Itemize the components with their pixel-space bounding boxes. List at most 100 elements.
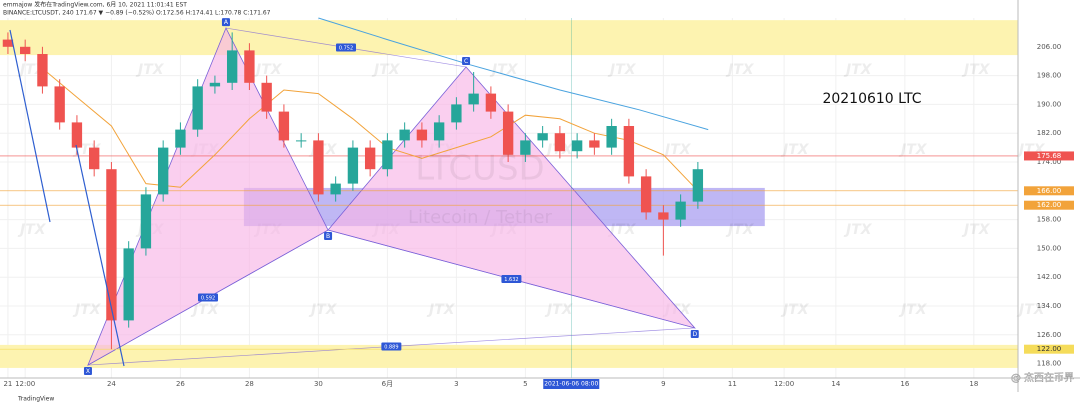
- zone: [0, 20, 1018, 56]
- point-label: C: [464, 58, 468, 65]
- candle-body: [313, 140, 324, 195]
- x-tick-label: 30: [314, 380, 323, 388]
- trend-line: [75, 144, 125, 367]
- candle-body: [589, 140, 600, 148]
- candle-body: [106, 169, 117, 321]
- candle-body: [37, 54, 48, 87]
- candle-body: [54, 86, 65, 123]
- header-line: BINANCE:LTCUSDT, 240 171.67 ▼ −0.89 (−0.…: [3, 10, 271, 17]
- y-tick-label: 174.00: [1037, 158, 1062, 166]
- candle-body: [295, 140, 307, 142]
- candle-body: [399, 129, 410, 141]
- point-label: X: [86, 368, 90, 375]
- candle-body: [433, 122, 445, 141]
- candle-body: [468, 93, 479, 105]
- candle-body: [330, 183, 341, 195]
- x-tick-label: 12:00: [774, 380, 794, 388]
- brand-watermark: JTX: [843, 62, 873, 78]
- ratio-label: 0.592: [201, 296, 215, 302]
- y-tick-label: 118.00: [1037, 360, 1062, 368]
- brand-watermark: JTX: [961, 62, 991, 78]
- candle-body: [658, 212, 669, 220]
- y-tick-label: 206.00: [1037, 43, 1062, 51]
- candle-body: [244, 50, 255, 83]
- candle-body: [192, 86, 203, 130]
- candle-body: [520, 140, 531, 155]
- x-tick-label: 21: [3, 380, 12, 388]
- candle-body: [157, 147, 169, 195]
- x-tick-label: 16: [900, 380, 909, 388]
- ratio-label: 0.889: [384, 345, 398, 351]
- ratio-box: [501, 275, 522, 283]
- point-box: [83, 367, 92, 376]
- candle-body: [571, 140, 583, 152]
- price-tag-label: 175.68: [1037, 152, 1062, 160]
- candle-body: [20, 46, 31, 54]
- time-tag: [543, 379, 600, 389]
- brand-watermark: JTX: [253, 62, 283, 78]
- moving-average: [318, 17, 709, 131]
- time-tag-label: 2021-06-06 08:00: [544, 381, 598, 388]
- candle-body: [123, 248, 134, 321]
- candle-body: [364, 147, 376, 170]
- point-label: D: [692, 331, 697, 338]
- ratio-label: 1.632: [504, 277, 518, 283]
- price-tag: [1024, 151, 1074, 161]
- candle-body: [175, 129, 186, 148]
- x-tick-label: 12:00: [15, 380, 35, 388]
- y-tick-label: 158.00: [1037, 216, 1062, 224]
- x-tick-label: 28: [245, 380, 254, 388]
- x-tick-label: 9: [661, 380, 665, 388]
- candle-body: [451, 104, 462, 123]
- price-tag: [1024, 344, 1074, 354]
- ratio-box: [336, 43, 357, 52]
- y-tick-label: 198.00: [1037, 72, 1062, 80]
- brand-watermark: JTX: [898, 302, 928, 318]
- candle-body: [485, 93, 497, 112]
- x-tick-label: 11: [728, 380, 737, 388]
- candle-body: [261, 82, 272, 112]
- header-line: emmajow 发布在TradingView.com, 6月 10, 2021 …: [3, 1, 187, 9]
- candle-body: [640, 176, 652, 213]
- point-box: [462, 56, 471, 65]
- brand-watermark: JTX: [190, 302, 220, 318]
- trend-line: [9, 29, 51, 223]
- x-tick-label: 6月: [382, 380, 393, 388]
- point-box: [690, 329, 699, 338]
- brand-watermark: JTX: [308, 302, 338, 318]
- y-tick-label: 150.00: [1037, 244, 1062, 252]
- price-tag-label: 162.00: [1037, 201, 1062, 209]
- brand-watermark: JTX: [725, 62, 755, 78]
- x-tick-label: 18: [969, 380, 978, 388]
- brand-watermark: JTX: [17, 222, 47, 238]
- x-tick-label: 24: [107, 380, 116, 388]
- brand-watermark: JTX: [725, 222, 755, 238]
- price-tag-label: 122.00: [1037, 345, 1062, 353]
- ratio-box: [198, 293, 219, 302]
- annotation: 20210610 LTC: [822, 91, 921, 107]
- logo: TradingView: [17, 396, 54, 403]
- ratio-box: [381, 342, 402, 351]
- symbol-subtitle: Litecoin / Tether: [408, 207, 553, 228]
- price-tag: [1024, 186, 1074, 196]
- brand-watermark: JTX: [780, 302, 810, 318]
- brand-watermark: JTX: [607, 222, 637, 238]
- x-tick-label: 26: [176, 380, 185, 388]
- brand-watermark: JTX: [72, 302, 102, 318]
- candle-body: [692, 169, 704, 202]
- ratio-label: 0.752: [339, 46, 353, 52]
- symbol-watermark: LTCUSD: [415, 149, 544, 189]
- price-tag-label: 166.00: [1037, 187, 1062, 195]
- candle-body: [623, 126, 635, 177]
- x-tick-label: 3: [454, 380, 458, 388]
- point-label: B: [326, 233, 330, 240]
- brand-watermark: JTX: [961, 222, 991, 238]
- candle-body: [606, 126, 617, 148]
- candle-body: [89, 147, 100, 170]
- candle-body: [675, 201, 686, 220]
- candle-body: [71, 122, 83, 148]
- brand-watermark: JTX: [662, 142, 692, 158]
- candle-body: [347, 147, 359, 184]
- brand-watermark: JTX: [898, 142, 928, 158]
- candle-body: [502, 111, 514, 155]
